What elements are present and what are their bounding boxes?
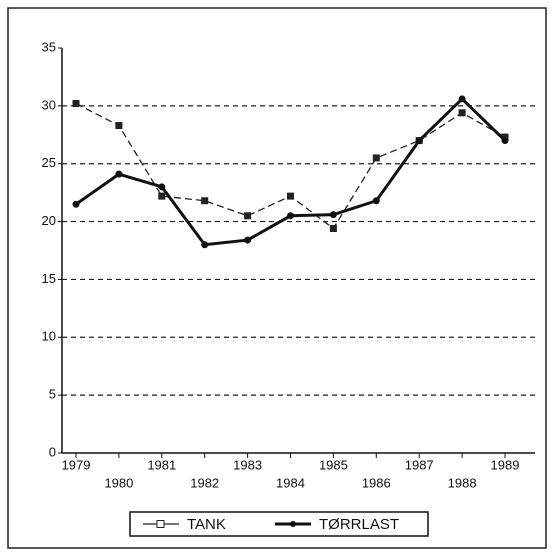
x-tick-label: 1985 — [319, 457, 348, 472]
marker — [158, 183, 166, 191]
marker — [158, 192, 166, 200]
marker — [329, 211, 337, 219]
marker — [458, 109, 466, 117]
marker — [458, 95, 466, 103]
y-tick-label: 35 — [42, 39, 56, 54]
marker — [244, 236, 252, 244]
y-tick-label: 5 — [49, 387, 56, 402]
marker — [72, 100, 80, 108]
marker — [115, 170, 123, 178]
x-tick-label: 1986 — [362, 475, 391, 490]
y-tick-label: 30 — [42, 97, 56, 112]
marker — [372, 154, 380, 162]
x-tick-label: 1981 — [147, 457, 176, 472]
marker — [372, 197, 380, 205]
x-tick-label: 1988 — [448, 475, 477, 490]
frame — [7, 7, 547, 549]
y-tick-label: 20 — [42, 213, 56, 228]
x-tick-label: 1979 — [62, 457, 91, 472]
legend-label: TANK — [187, 516, 226, 533]
marker — [329, 225, 337, 233]
y-tick-label: 0 — [49, 444, 56, 459]
marker — [72, 200, 80, 208]
marker — [115, 122, 123, 130]
y-tick-label: 10 — [42, 329, 56, 344]
x-tick-label: 1984 — [276, 475, 305, 490]
x-tick-label: 1983 — [233, 457, 262, 472]
series-line — [75, 96, 507, 247]
marker — [415, 137, 423, 145]
marker — [244, 212, 252, 220]
legend-marker — [156, 520, 165, 528]
marker — [201, 241, 209, 249]
y-tick-label: 25 — [42, 155, 56, 170]
x-tick-label: 1987 — [405, 457, 434, 472]
series-line — [75, 102, 506, 230]
marker — [501, 137, 509, 145]
legend-label: TØRRLAST — [319, 516, 399, 533]
x-tick-label: 1982 — [190, 475, 219, 490]
legend-box — [129, 511, 429, 537]
marker — [287, 212, 294, 220]
x-tick-label: 1989 — [491, 457, 520, 472]
y-tick-label: 15 — [42, 271, 56, 286]
x-tick-label: 1980 — [104, 475, 133, 490]
marker — [287, 192, 294, 200]
marker — [201, 197, 209, 205]
legend-marker — [290, 521, 296, 527]
